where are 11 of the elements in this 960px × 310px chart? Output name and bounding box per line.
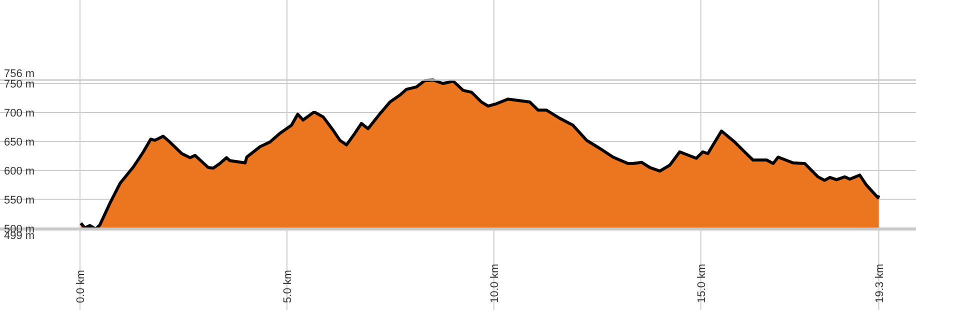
y-tick-label: 600 m [4,165,35,178]
x-tick-label: 5.0 km [282,270,294,303]
y-tick-label: 700 m [4,107,35,120]
x-tick-label: 15.0 km [696,264,708,303]
x-tick-label: 10.0 km [488,264,501,303]
x-tick-label: 19.3 km [874,264,886,303]
y-tick-label: 550 m [4,194,35,206]
y-tick-label: 650 m [4,136,35,148]
ref-line-label: 756 m [4,68,35,80]
x-tick-label: 0.0 km [75,270,87,303]
y-tick-label: 750 m [4,78,35,90]
